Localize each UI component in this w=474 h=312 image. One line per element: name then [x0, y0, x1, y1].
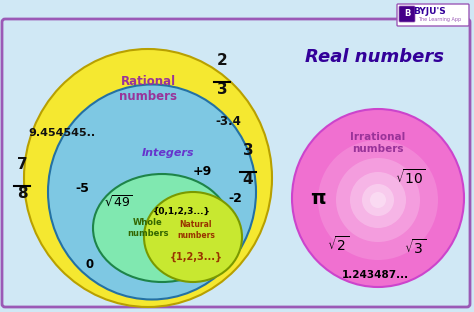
FancyBboxPatch shape — [2, 19, 470, 307]
Ellipse shape — [144, 192, 242, 282]
Circle shape — [362, 184, 394, 216]
FancyBboxPatch shape — [397, 4, 469, 26]
Text: Whole
numbers: Whole numbers — [127, 218, 169, 238]
Text: -5: -5 — [75, 182, 89, 195]
Circle shape — [350, 172, 406, 228]
Ellipse shape — [24, 49, 272, 307]
Text: 1.243487...: 1.243487... — [341, 270, 409, 280]
Text: $\sqrt{49}$: $\sqrt{49}$ — [103, 195, 133, 210]
Text: Natural
numbers: Natural numbers — [177, 220, 215, 240]
Text: $\sqrt{3}$: $\sqrt{3}$ — [404, 239, 426, 257]
Ellipse shape — [93, 174, 231, 282]
Text: -3.4: -3.4 — [215, 115, 241, 128]
Text: π: π — [310, 188, 326, 207]
Circle shape — [318, 140, 438, 260]
Text: $\sqrt{2}$: $\sqrt{2}$ — [327, 236, 349, 255]
Circle shape — [370, 192, 386, 208]
Text: 0: 0 — [86, 258, 94, 271]
Text: $\sqrt{10}$: $\sqrt{10}$ — [394, 168, 426, 188]
Text: Integers: Integers — [142, 148, 194, 158]
Text: 8: 8 — [17, 186, 27, 201]
Text: B: B — [404, 9, 410, 18]
Text: 3: 3 — [217, 82, 228, 97]
Text: 9.454545..: 9.454545.. — [28, 128, 95, 138]
Ellipse shape — [292, 109, 464, 287]
Text: 7: 7 — [17, 157, 27, 172]
Text: -2: -2 — [228, 192, 242, 205]
Text: {1,2,3...}: {1,2,3...} — [170, 252, 222, 262]
Circle shape — [336, 158, 420, 242]
Text: Irrational
numbers: Irrational numbers — [350, 132, 406, 154]
Text: 2: 2 — [217, 53, 228, 68]
Text: {0,1,2,3...}: {0,1,2,3...} — [153, 207, 211, 216]
Text: +9: +9 — [192, 165, 211, 178]
Text: The Learning App: The Learning App — [419, 17, 462, 22]
FancyBboxPatch shape — [399, 6, 415, 22]
Text: 3: 3 — [243, 143, 253, 158]
Text: Rational
numbers: Rational numbers — [119, 75, 177, 103]
Ellipse shape — [48, 85, 256, 300]
Text: BYJU'S: BYJU'S — [414, 7, 447, 16]
Text: Real numbers: Real numbers — [306, 48, 445, 66]
Text: 4: 4 — [243, 172, 253, 187]
